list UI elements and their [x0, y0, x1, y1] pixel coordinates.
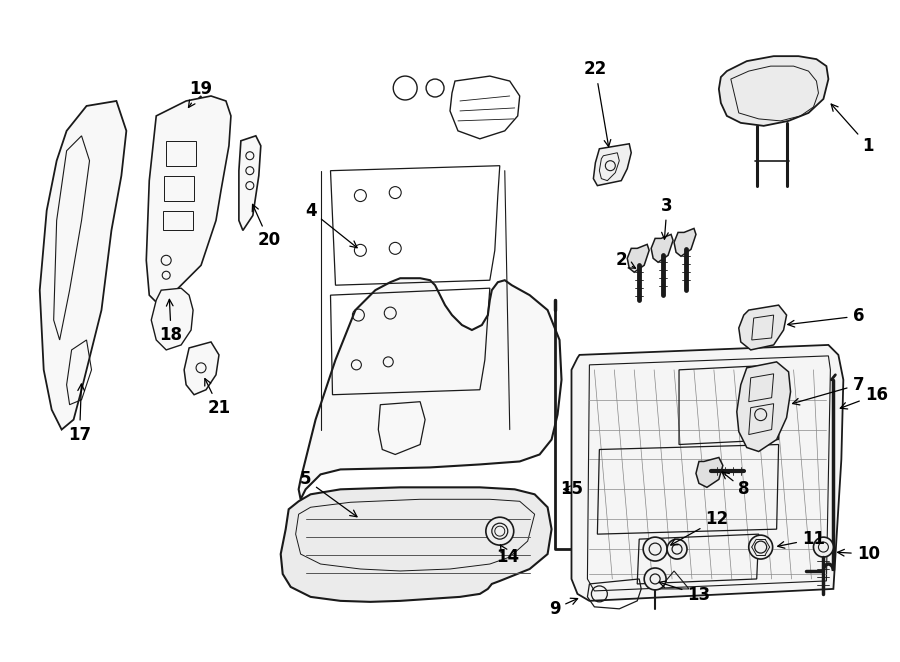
- Polygon shape: [737, 362, 790, 451]
- Polygon shape: [238, 136, 261, 230]
- Text: 3: 3: [662, 197, 673, 239]
- Text: 11: 11: [778, 530, 825, 548]
- Circle shape: [644, 568, 666, 590]
- Text: 6: 6: [788, 307, 864, 327]
- Text: 10: 10: [838, 545, 879, 563]
- Polygon shape: [739, 305, 787, 350]
- Polygon shape: [147, 96, 231, 305]
- Text: 15: 15: [560, 481, 583, 498]
- Text: 21: 21: [205, 379, 230, 416]
- Circle shape: [814, 537, 833, 557]
- Polygon shape: [40, 101, 126, 430]
- Polygon shape: [299, 278, 562, 499]
- Text: 16: 16: [841, 386, 887, 409]
- Text: 20: 20: [252, 205, 280, 250]
- Text: 9: 9: [549, 598, 578, 618]
- Text: 7: 7: [793, 376, 864, 405]
- Circle shape: [749, 535, 772, 559]
- Text: 18: 18: [159, 299, 183, 344]
- Polygon shape: [281, 487, 552, 602]
- Text: 19: 19: [188, 80, 212, 107]
- Polygon shape: [593, 144, 631, 185]
- Polygon shape: [184, 342, 219, 395]
- Text: 8: 8: [722, 472, 750, 498]
- Text: 2: 2: [616, 252, 635, 269]
- Polygon shape: [151, 288, 194, 350]
- Polygon shape: [572, 345, 843, 601]
- Circle shape: [486, 517, 514, 545]
- Text: 17: 17: [68, 384, 91, 444]
- Polygon shape: [652, 234, 673, 262]
- Text: 13: 13: [659, 581, 710, 604]
- Polygon shape: [696, 457, 723, 487]
- Text: 4: 4: [305, 201, 357, 248]
- Polygon shape: [171, 96, 201, 175]
- Circle shape: [667, 539, 687, 559]
- Text: 14: 14: [496, 545, 519, 566]
- Polygon shape: [627, 244, 649, 272]
- Polygon shape: [719, 56, 828, 126]
- Text: 5: 5: [300, 471, 357, 517]
- Text: 22: 22: [584, 60, 611, 147]
- Text: 12: 12: [670, 510, 728, 545]
- Text: 1: 1: [832, 104, 874, 155]
- Polygon shape: [674, 228, 696, 256]
- Polygon shape: [378, 402, 425, 455]
- Circle shape: [644, 537, 667, 561]
